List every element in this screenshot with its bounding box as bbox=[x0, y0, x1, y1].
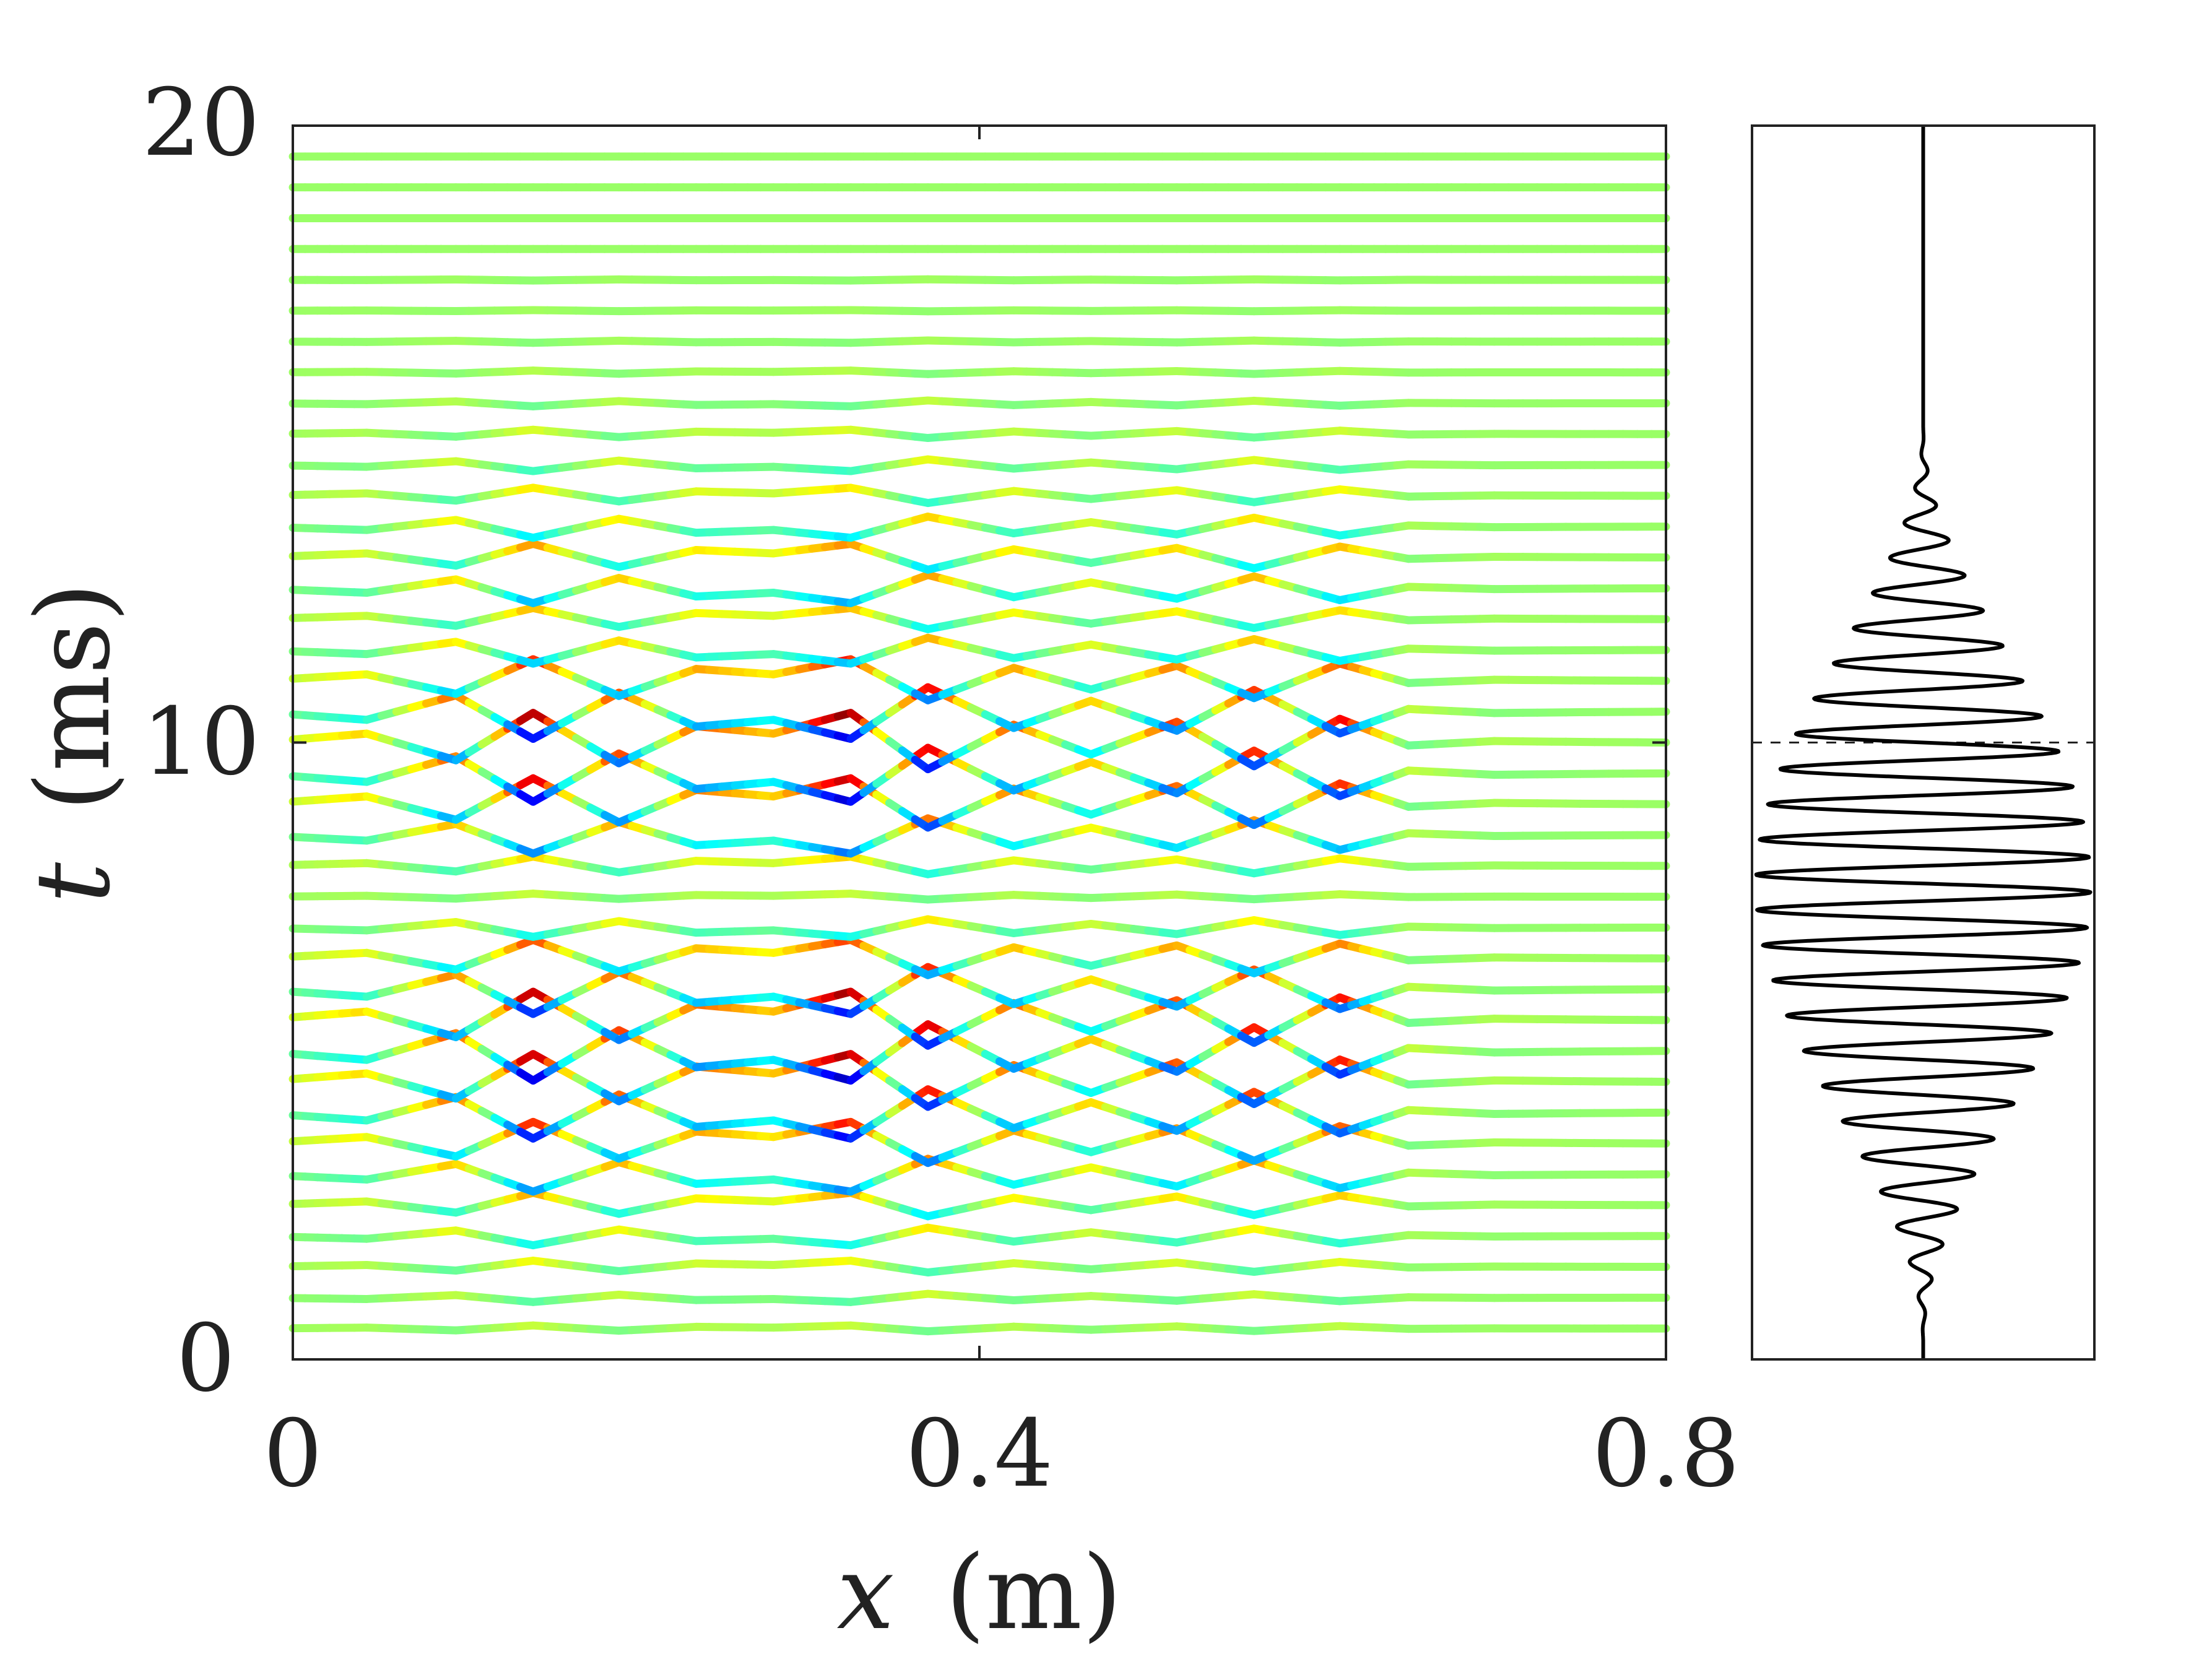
main-axis-ticks bbox=[292, 124, 1667, 1361]
x-axis-label: x (m) bbox=[837, 1533, 1122, 1652]
y-axis-unit: (ms) bbox=[14, 583, 132, 812]
x-tick-label-0: 0 bbox=[263, 1400, 322, 1508]
trace-plot-panel: 0 10 20 0 0.4 0.8 x (m) t (ms) bbox=[14, 69, 1740, 1652]
x-axis-unit: (m) bbox=[945, 1533, 1122, 1652]
y-tick-label-10: 10 bbox=[142, 688, 260, 796]
excitation-burst-curve bbox=[1754, 124, 2093, 1361]
x-tick-label-0.4: 0.4 bbox=[906, 1400, 1054, 1508]
trace-series-group bbox=[288, 152, 1670, 1336]
y-axis-variable: t bbox=[14, 862, 132, 903]
y-axis-label: t (ms) bbox=[14, 583, 132, 904]
x-tick-label-0.8: 0.8 bbox=[1592, 1400, 1740, 1508]
y-tick-label-20: 20 bbox=[142, 69, 260, 177]
x-axis-variable: x bbox=[837, 1533, 895, 1652]
excitation-plot-frame bbox=[1751, 124, 2096, 1361]
y-tick-label-0: 0 bbox=[176, 1305, 235, 1413]
excitation-signal-panel bbox=[1751, 124, 2096, 1361]
